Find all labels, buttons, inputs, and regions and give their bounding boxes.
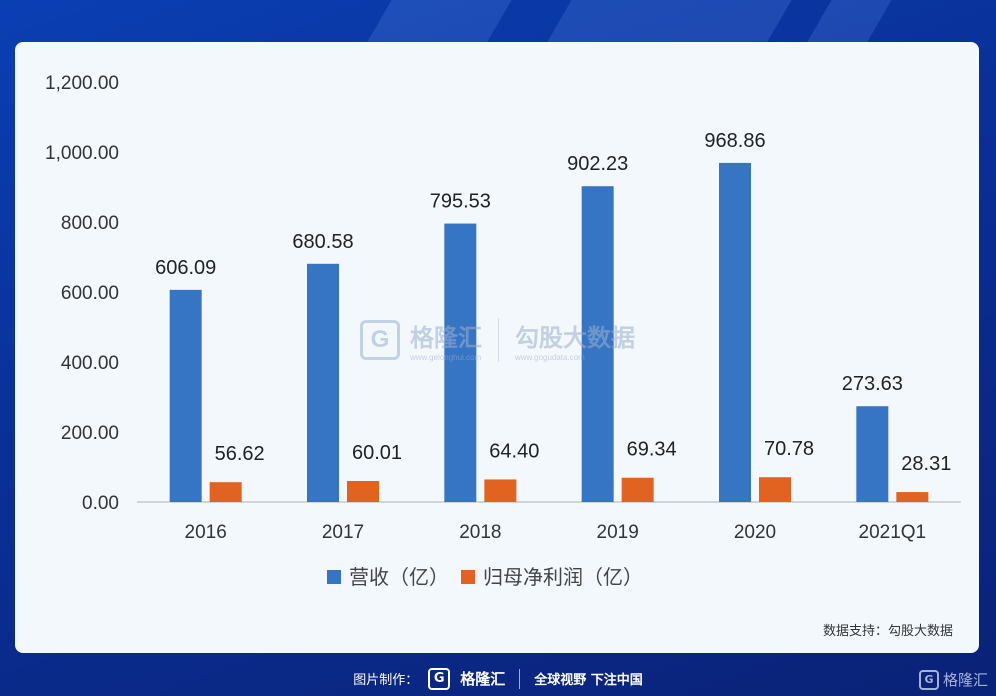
data-label: 64.40 <box>489 440 539 462</box>
y-tick-label: 400.00 <box>61 353 119 374</box>
watermark-data-url: www.gogudata.com <box>515 353 585 362</box>
data-label: 70.78 <box>764 438 814 460</box>
legend-label: 归母净利润（亿） <box>483 565 643 589</box>
x-tick-label: 2019 <box>597 522 639 543</box>
bar-net-profit <box>759 477 791 502</box>
footer-label: 图片制作： <box>353 673 419 688</box>
bar-revenue <box>169 289 202 502</box>
watermark-brand-url: www.gelonghui.com <box>410 353 482 362</box>
bar-revenue <box>719 162 751 503</box>
data-label: 56.62 <box>215 443 265 465</box>
y-tick-label: 200.00 <box>61 423 119 444</box>
y-tick-label: 600.00 <box>61 283 119 304</box>
watermark-logo-icon: G <box>360 320 400 360</box>
corner-logo: G 格隆汇 <box>918 669 988 690</box>
bar-revenue <box>444 223 477 502</box>
data-label: 680.58 <box>292 231 353 253</box>
bar-revenue <box>307 263 339 502</box>
x-tick-label: 2021Q1 <box>859 522 927 543</box>
y-tick-label: 1,000.00 <box>45 143 119 164</box>
bar-net-profit <box>484 479 517 502</box>
footer-brand: 格隆汇 <box>460 670 506 688</box>
x-tick-label: 2020 <box>734 522 776 543</box>
y-tick-label: 0.00 <box>82 493 119 514</box>
source-note: 数据支持：勾股大数据 <box>822 624 953 639</box>
bar-chart: 0.00 200.00 400.00 600.00 800.00 1,000.00 1,20… <box>45 73 961 589</box>
legend-swatch <box>461 570 475 584</box>
bar-net-profit <box>209 482 242 502</box>
x-tick-label: 2018 <box>459 522 501 543</box>
watermark-brand: 格隆汇 <box>410 324 482 352</box>
corner-logo-brand: 格隆汇 <box>942 671 988 689</box>
bar-revenue <box>581 186 614 503</box>
bar-net-profit <box>347 480 379 502</box>
bar-net-profit <box>621 477 654 502</box>
chart-card: 0.00 200.00 400.00 600.00 800.00 1,000.00 1,20… <box>15 42 979 653</box>
footer-logo-icon: G <box>428 667 451 690</box>
legend-label: 营收（亿） <box>349 565 449 589</box>
data-label: 902.23 <box>567 153 628 175</box>
y-tick-label: 1,200.00 <box>45 73 119 94</box>
data-label: 606.09 <box>155 257 216 279</box>
x-tick-label: 2017 <box>322 522 364 543</box>
bar-revenue <box>856 406 889 502</box>
corner-logo-icon: G <box>918 669 939 690</box>
data-label: 968.86 <box>704 130 765 152</box>
data-label: 795.53 <box>430 191 491 213</box>
x-tick-label: 2016 <box>185 522 227 543</box>
data-label: 273.63 <box>842 373 903 395</box>
watermark-divider <box>498 318 499 362</box>
footer: 图片制作： G 格隆汇 全球视野 下注中国 <box>0 661 996 696</box>
data-label: 60.01 <box>352 442 402 464</box>
bar-net-profit <box>896 492 929 502</box>
legend-swatch <box>327 570 341 584</box>
footer-divider <box>519 668 521 689</box>
data-label: 69.34 <box>627 439 677 461</box>
data-label: 28.31 <box>901 453 951 475</box>
watermark: G 格隆汇 www.gelonghui.com 勾股大数据 www.goguda… <box>360 318 635 362</box>
watermark-data-brand: 勾股大数据 <box>515 324 635 352</box>
footer-slogan: 全球视野 下注中国 <box>534 673 643 688</box>
y-tick-label: 800.00 <box>61 213 119 234</box>
